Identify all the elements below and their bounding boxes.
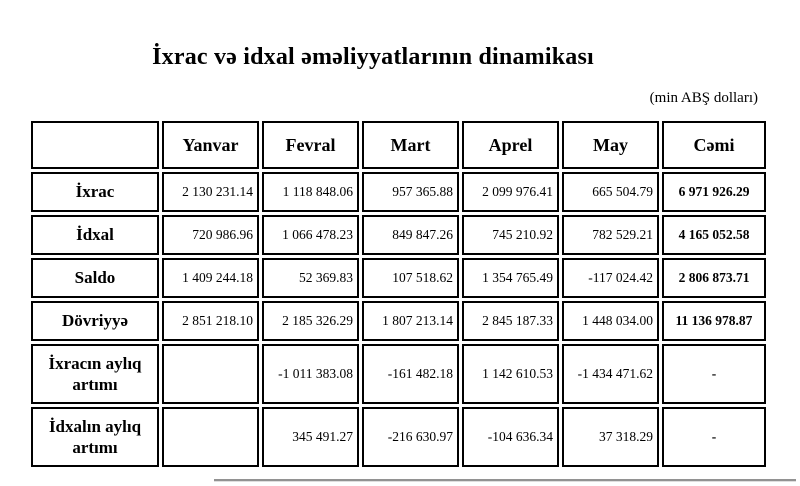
cell-value: 1 354 765.49 (462, 258, 559, 298)
table-row-idxalin-ayliq-artimi: İdxalın aylıq artımı 345 491.27 -216 630… (31, 407, 766, 467)
cell-value: 1 409 244.18 (162, 258, 259, 298)
column-header-fevral: Fevral (262, 121, 359, 169)
cell-value: 345 491.27 (262, 407, 359, 467)
row-label: İdxal (31, 215, 159, 255)
dynamics-table-container: Yanvar Fevral Mart Aprel May Cəmi İxrac … (28, 118, 769, 470)
cell-value: 2 099 976.41 (462, 172, 559, 212)
cell-value: 52 369.83 (262, 258, 359, 298)
table-row-idxal: İdxal 720 986.96 1 066 478.23 849 847.26… (31, 215, 766, 255)
cell-value: -117 024.42 (562, 258, 659, 298)
cell-value: 2 130 231.14 (162, 172, 259, 212)
cell-value: -216 630.97 (362, 407, 459, 467)
corner-cell (31, 121, 159, 169)
table-row-dovriyye: Dövriyyə 2 851 218.10 2 185 326.29 1 807… (31, 301, 766, 341)
cell-value: 720 986.96 (162, 215, 259, 255)
cell-value: 1 066 478.23 (262, 215, 359, 255)
column-header-yanvar: Yanvar (162, 121, 259, 169)
cell-value: 665 504.79 (562, 172, 659, 212)
column-header-may: May (562, 121, 659, 169)
cell-value: 957 365.88 (362, 172, 459, 212)
cell-value: 849 847.26 (362, 215, 459, 255)
table-row-ixrac: İxrac 2 130 231.14 1 118 848.06 957 365.… (31, 172, 766, 212)
cell-total: 11 136 978.87 (662, 301, 766, 341)
unit-note: (min ABŞ dolları) (649, 90, 758, 106)
cell-value: -1 434 471.62 (562, 344, 659, 404)
cell-value: 745 210.92 (462, 215, 559, 255)
cell-value: 1 807 213.14 (362, 301, 459, 341)
cell-value: 2 845 187.33 (462, 301, 559, 341)
row-label: İxracın aylıq artımı (31, 344, 159, 404)
cell-value-empty (162, 407, 259, 467)
cell-value: -1 011 383.08 (262, 344, 359, 404)
row-label: Dövriyyə (31, 301, 159, 341)
cell-value: 782 529.21 (562, 215, 659, 255)
cell-value: -104 636.34 (462, 407, 559, 467)
table-row-ixracin-ayliq-artimi: İxracın aylıq artımı -1 011 383.08 -161 … (31, 344, 766, 404)
cell-value: 1 118 848.06 (262, 172, 359, 212)
column-header-mart: Mart (362, 121, 459, 169)
dynamics-table: Yanvar Fevral Mart Aprel May Cəmi İxrac … (28, 118, 769, 470)
cell-total: - (662, 344, 766, 404)
page-title: İxrac və idxal əməliyyatlarının dinamika… (152, 44, 594, 70)
table-row-saldo: Saldo 1 409 244.18 52 369.83 107 518.62 … (31, 258, 766, 298)
cell-value: 37 318.29 (562, 407, 659, 467)
cell-total: 6 971 926.29 (662, 172, 766, 212)
row-label: İdxalın aylıq artımı (31, 407, 159, 467)
cell-total: 2 806 873.71 (662, 258, 766, 298)
column-header-aprel: Aprel (462, 121, 559, 169)
cell-value: -161 482.18 (362, 344, 459, 404)
cell-value: 2 851 218.10 (162, 301, 259, 341)
row-label: İxrac (31, 172, 159, 212)
bottom-divider-line (214, 479, 796, 481)
cell-value: 1 142 610.53 (462, 344, 559, 404)
cell-value-empty (162, 344, 259, 404)
cell-value: 2 185 326.29 (262, 301, 359, 341)
cell-value: 1 448 034.00 (562, 301, 659, 341)
column-header-cemi: Cəmi (662, 121, 766, 169)
cell-total: 4 165 052.58 (662, 215, 766, 255)
cell-total: - (662, 407, 766, 467)
header-row: Yanvar Fevral Mart Aprel May Cəmi (31, 121, 766, 169)
cell-value: 107 518.62 (362, 258, 459, 298)
row-label: Saldo (31, 258, 159, 298)
